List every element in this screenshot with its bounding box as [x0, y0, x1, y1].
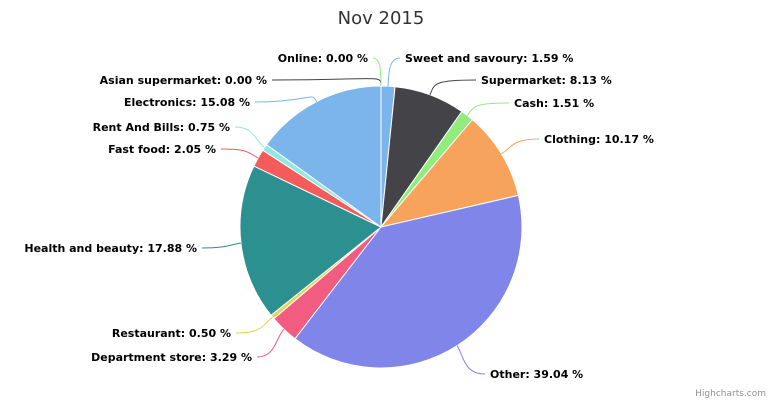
connector-other	[456, 345, 486, 375]
slice-label-electronics: Electronics: 15.08 %	[124, 96, 250, 109]
slice-label-other: Other: 39.04 %	[490, 368, 583, 381]
connector-clothing	[501, 138, 540, 155]
slice-label-sweet-and-savoury: Sweet and savoury: 1.59 %	[405, 52, 573, 65]
slice-label-cash: Cash: 1.51 %	[514, 97, 594, 110]
pie-slice-clothing[interactable]	[379, 118, 520, 228]
label-connectors	[201, 57, 540, 375]
connector-cash	[466, 102, 510, 116]
pie-slice-other[interactable]	[294, 194, 523, 369]
slice-label-health-and-beauty: Health and beauty: 17.88 %	[24, 242, 197, 255]
slice-label-department-store: Department store: 3.29 %	[91, 351, 252, 364]
slice-label-rent-and-bills: Rent And Bills: 0.75 %	[93, 121, 230, 134]
pie-slice-electronics[interactable]	[265, 85, 382, 228]
connector-health-and-beauty	[201, 242, 241, 249]
connector-department-store	[256, 328, 285, 358]
connector-online	[372, 57, 382, 87]
slice-label-online: Online: 0.00 %	[278, 52, 368, 65]
slice-label-clothing: Clothing: 10.17 %	[544, 133, 654, 146]
connector-sweet-and-savoury	[387, 57, 401, 87]
slice-label-fast-food: Fast food: 2.05 %	[108, 143, 216, 156]
connector-fast-food	[220, 148, 259, 159]
slice-label-restaurant: Restaurant: 0.50 %	[112, 327, 231, 340]
credits-link[interactable]: Highcharts.com	[695, 389, 766, 399]
connector-asian-supermarket	[271, 78, 382, 87]
slice-labels: Sweet and savoury: 1.59 % Supermarket: 8.…	[24, 52, 653, 381]
connector-rent-and-bills	[234, 126, 265, 148]
slice-label-asian-supermarket: Asian supermarket: 0.00 %	[100, 74, 267, 87]
pie-slices	[239, 85, 523, 369]
connector-electronics	[254, 96, 318, 103]
connector-restaurant	[235, 316, 273, 334]
slice-label-supermarket: Supermarket: 8.13 %	[481, 74, 612, 87]
chart-title: Nov 2015	[338, 8, 425, 29]
connector-supermarket	[429, 79, 477, 95]
pie-slice-health-and-beauty[interactable]	[239, 165, 382, 316]
